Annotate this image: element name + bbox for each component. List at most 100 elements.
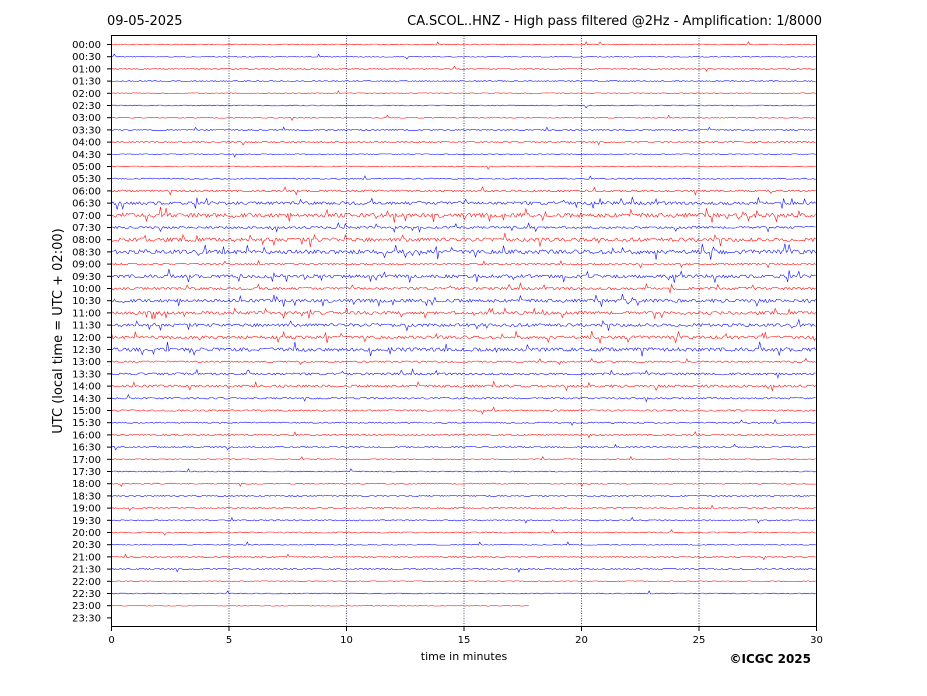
trace-line [111,196,816,211]
trace-line [111,175,816,180]
row-label: 15:30 [72,418,101,429]
row-label: 22:00 [72,577,101,588]
row-label: 12:00 [72,333,101,344]
trace-line [111,141,816,146]
row-label: 12:30 [72,345,101,356]
row-label: 16:30 [72,443,101,454]
trace-line [111,341,816,357]
trace-line [111,114,816,122]
row-label: 15:00 [72,406,101,417]
gridlines [228,35,700,627]
row-label: 09:00 [72,260,101,271]
chart-date: 09-05-2025 [107,14,183,29]
trace-line [111,153,816,158]
x-tick-label: 25 [693,635,706,646]
row-label: 19:00 [72,504,101,515]
trace-line [111,443,816,451]
row-label: 03:30 [72,125,101,136]
trace-line [111,604,529,607]
row-label: 05:30 [72,174,101,185]
trace-line [111,357,816,365]
row-label: 11:00 [72,308,101,319]
row-label: 20:30 [72,540,101,551]
trace-line [111,53,816,60]
row-label: 04:00 [72,138,101,149]
row-label: 00:00 [72,40,101,51]
trace-line [111,568,816,573]
trace-line [111,368,816,379]
row-label: 06:00 [72,186,101,197]
trace-line [111,41,816,46]
trace-line [111,590,816,595]
trace-line [111,431,816,439]
row-label: 18:00 [72,479,101,490]
trace-line [111,580,816,583]
row-label: 09:30 [72,272,101,283]
trace-line [111,330,816,344]
trace-line [111,455,816,461]
row-label: 17:00 [72,455,101,466]
row-label: 10:30 [72,296,101,307]
row-label: 23:30 [72,613,101,624]
row-label: 04:30 [72,150,101,161]
trace-line [111,504,816,512]
trace-line [111,243,816,260]
trace-line [111,380,816,392]
trace-line [111,165,816,170]
trace-line [111,495,816,497]
row-label: 17:30 [72,467,101,478]
trace-line [111,126,816,131]
row-label: 13:00 [72,357,101,368]
row-label: 01:00 [72,64,101,75]
row-label: 19:30 [72,516,101,527]
trace-line [111,232,816,248]
x-tick-label: 0 [108,635,114,646]
row-label: 05:00 [72,162,101,173]
row-label: 13:30 [72,369,101,380]
row-label: 20:00 [72,528,101,539]
x-tick-label: 10 [340,635,353,646]
trace-line [111,418,816,426]
row-label: 00:30 [72,52,101,63]
row-label: 21:00 [72,552,101,563]
trace-line [111,468,816,473]
trace-line [111,406,816,415]
row-label: 10:00 [72,284,101,295]
plot-frame [111,35,817,627]
trace-line [111,282,816,294]
row-label: 11:30 [72,321,101,332]
trace-line [111,394,816,403]
row-label: 18:30 [72,491,101,502]
row-label: 23:00 [72,601,101,612]
copyright: ©ICGC 2025 [729,652,811,666]
trace-line [111,222,816,233]
trace-line [111,482,816,488]
trace-line [111,80,816,82]
row-label: 08:30 [72,247,101,258]
row-label: 02:00 [72,89,101,100]
x-tick-label: 5 [226,635,232,646]
row-label: 02:30 [72,101,101,112]
row-label: 21:30 [72,565,101,576]
row-label: 06:30 [72,199,101,210]
trace-line [111,259,816,269]
trace-line [111,553,816,561]
x-tick-label: 30 [810,635,823,646]
row-label: 01:30 [72,77,101,88]
trace-line [111,516,816,524]
traces [111,41,816,607]
row-label: 03:00 [72,113,101,124]
row-label: 07:30 [72,223,101,234]
row-label: 16:00 [72,430,101,441]
trace-line [111,104,816,109]
x-axis-label: time in minutes [421,650,508,663]
chart-title: CA.SCOL..HNZ - High pass filtered @2Hz -… [407,14,822,29]
trace-line [111,294,816,307]
trace-line [111,269,816,283]
trace-line [111,318,816,332]
y-axis-label: UTC (local time = UTC + 02:00) [51,228,66,433]
trace-line [111,186,816,196]
row-label: 07:00 [72,211,101,222]
